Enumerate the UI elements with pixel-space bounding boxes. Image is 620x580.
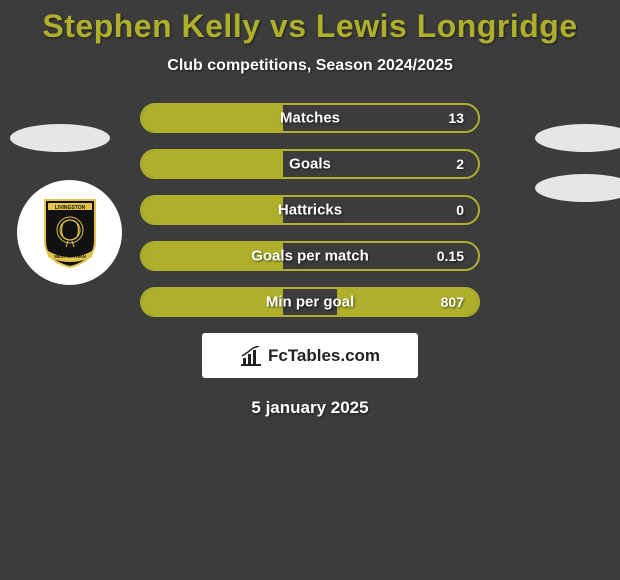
stat-value: 13: [448, 110, 464, 126]
stat-value: 0: [456, 202, 464, 218]
stat-label: Min per goal: [266, 294, 354, 311]
stat-value: 807: [441, 294, 464, 310]
brand-text: FcTables.com: [268, 346, 380, 366]
svg-text:LIVINGSTON: LIVINGSTON: [54, 205, 85, 211]
page-title: Stephen Kelly vs Lewis Longridge: [0, 0, 620, 45]
stat-label: Goals per match: [251, 248, 369, 265]
stat-fill-left: [142, 289, 283, 315]
page-subtitle: Club competitions, Season 2024/2025: [0, 57, 620, 75]
stat-fill-left: [142, 197, 283, 223]
stat-row: Hattricks 0: [140, 195, 480, 225]
stat-label: Goals: [289, 156, 331, 173]
bar-chart-icon: [240, 346, 262, 366]
stat-value: 0.15: [437, 248, 464, 264]
stat-fill-left: [142, 151, 283, 177]
date-text: 5 january 2025: [0, 398, 620, 418]
stat-label: Hattricks: [278, 202, 342, 219]
player-left-photo-placeholder: [10, 124, 110, 152]
shield-icon: LIVINGSTON WEST LOTHIAN: [40, 197, 100, 269]
brand-box[interactable]: FcTables.com: [202, 333, 418, 378]
stat-value: 2: [456, 156, 464, 172]
stat-label: Matches: [280, 110, 340, 127]
stat-fill-left: [142, 105, 283, 131]
stat-row: Min per goal 807: [140, 287, 480, 317]
club-badge: LIVINGSTON WEST LOTHIAN: [17, 180, 122, 285]
stat-row: Matches 13: [140, 103, 480, 133]
svg-text:WEST LOTHIAN: WEST LOTHIAN: [54, 254, 86, 259]
stat-row: Goals per match 0.15: [140, 241, 480, 271]
stat-row: Goals 2: [140, 149, 480, 179]
